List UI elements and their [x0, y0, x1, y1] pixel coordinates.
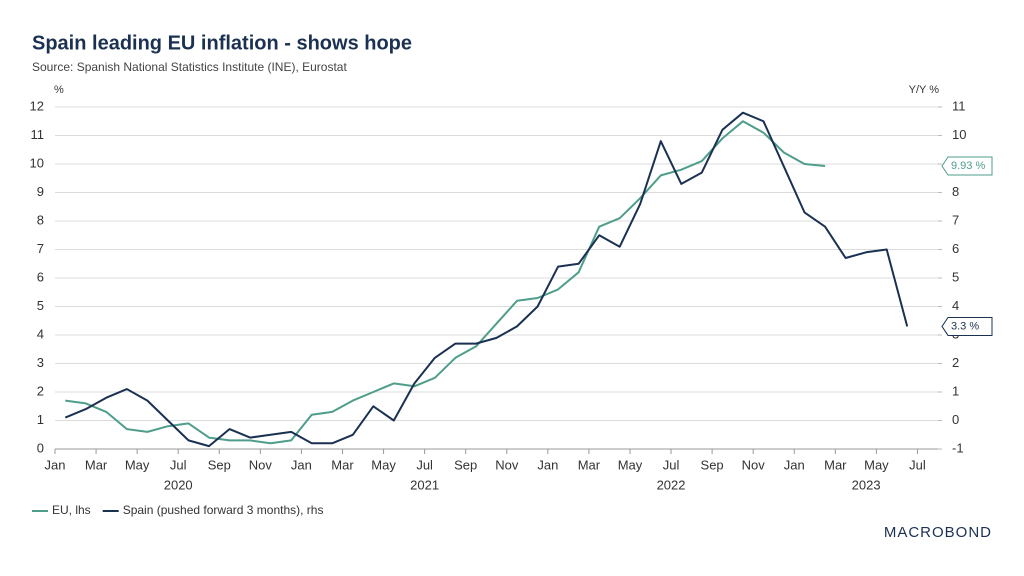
x-year-label: 2020 — [164, 477, 193, 492]
y2-axis-label: Y/Y % — [909, 84, 940, 96]
end-tag-label: 9.93 % — [951, 160, 985, 172]
end-tag-box — [941, 316, 993, 336]
x-tick-label: May — [864, 457, 889, 472]
y2-tick-label: 11 — [952, 98, 966, 113]
x-tick-label: Nov — [249, 457, 273, 472]
y-tick-label: 10 — [30, 155, 44, 170]
x-tick-label: Jul — [416, 457, 433, 472]
legend-label: Spain (pushed forward 3 months), rhs — [123, 503, 324, 517]
x-tick-label: Jan — [45, 457, 66, 472]
x-tick-label: Mar — [824, 457, 847, 472]
x-tick-label: Jan — [784, 457, 805, 472]
end-tag-label: 3.3 % — [951, 320, 979, 332]
y-tick-label: 11 — [31, 127, 45, 142]
chart-subtitle: Source: Spanish National Statistics Inst… — [32, 60, 347, 74]
x-tick-label: Mar — [85, 457, 108, 472]
x-tick-label: May — [371, 457, 396, 472]
x-tick-label: Sep — [208, 457, 231, 472]
x-tick-label: Mar — [578, 457, 601, 472]
y2-tick-label: 5 — [952, 269, 959, 284]
series-line — [65, 120, 826, 445]
x-year-label: 2021 — [410, 477, 439, 492]
legend-label: EU, lhs — [52, 503, 91, 517]
y-tick-label: 0 — [37, 440, 44, 455]
y2-tick-label: 7 — [952, 212, 959, 227]
y-tick-label: 2 — [37, 383, 44, 398]
x-tick-label: Jan — [291, 457, 312, 472]
y-tick-label: 6 — [37, 269, 44, 284]
end-tag-box — [941, 156, 993, 176]
x-tick-label: Nov — [742, 457, 766, 472]
y-axis-label: % — [54, 84, 64, 96]
y2-tick-label: 0 — [952, 412, 959, 427]
x-tick-label: Mar — [331, 457, 354, 472]
x-tick-label: Jul — [909, 457, 926, 472]
y2-tick-label: 1 — [952, 383, 959, 398]
x-tick-label: Jan — [537, 457, 558, 472]
y-tick-label: 8 — [37, 212, 44, 227]
y-tick-label: 4 — [37, 326, 44, 341]
x-tick-label: May — [125, 457, 150, 472]
y-tick-label: 1 — [37, 412, 44, 427]
y-tick-label: 9 — [37, 184, 44, 199]
y-tick-label: 3 — [37, 355, 44, 370]
y2-tick-label: 6 — [952, 241, 959, 256]
series-line — [64, 111, 909, 448]
x-tick-label: Jul — [663, 457, 680, 472]
chart-title: Spain leading EU inflation - shows hope — [32, 32, 412, 54]
y-tick-label: 7 — [37, 241, 44, 256]
y2-tick-label: 4 — [952, 298, 959, 313]
logo: MACROBOND — [884, 524, 992, 541]
y-tick-label: 12 — [30, 98, 44, 113]
x-tick-label: Nov — [495, 457, 519, 472]
y2-tick-label: -1 — [952, 440, 964, 455]
x-tick-label: Sep — [454, 457, 477, 472]
y2-tick-label: 10 — [952, 127, 966, 142]
x-tick-label: Jul — [170, 457, 187, 472]
y-tick-label: 5 — [37, 298, 44, 313]
x-tick-label: Sep — [701, 457, 724, 472]
y2-tick-label: 2 — [952, 355, 959, 370]
x-tick-label: May — [618, 457, 643, 472]
y2-tick-label: 8 — [952, 184, 959, 199]
x-year-label: 2023 — [852, 477, 881, 492]
x-year-label: 2022 — [657, 477, 686, 492]
